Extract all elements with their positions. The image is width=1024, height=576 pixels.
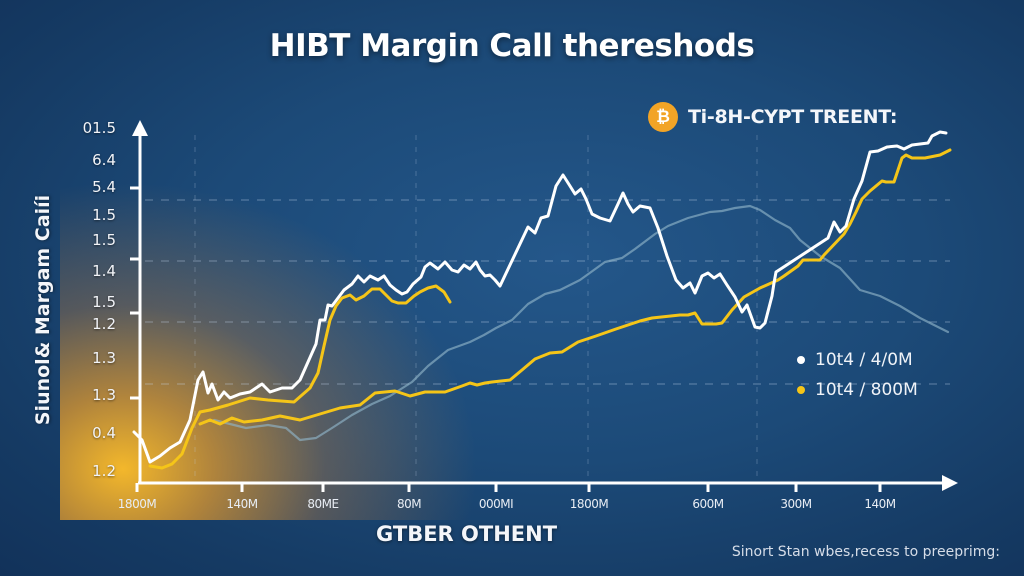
series-line (132, 130, 948, 464)
footnote: Sinort Stan wbes,recess to preeprimg: (731, 544, 1000, 560)
x-tick-label: 140M (226, 497, 258, 511)
x-tick-label: 80M (396, 497, 422, 511)
x-tick-label: 140M (864, 497, 896, 511)
legend: 10t4 / 4/0M 10t4 / 800M (797, 345, 918, 405)
y-tick-label: 1.5 (92, 231, 116, 249)
y-axis-arrow-icon (132, 120, 148, 136)
y-tick-label: 1.3 (92, 386, 116, 404)
chart-title: HIBT Margin Call thereshods (269, 28, 755, 64)
legend-dot-white-icon (797, 356, 805, 364)
series-line (148, 284, 452, 470)
legend-item-yellow: 10t4 / 800M (797, 375, 918, 405)
y-tick-label: 01.5 (82, 119, 116, 137)
y-axis-label: Siunol& Margam Caiíi (32, 194, 54, 426)
y-tick-label: 1.2 (92, 462, 116, 480)
legend-label: 10t4 / 4/0M (815, 350, 913, 370)
x-axis-arrow-icon (942, 475, 958, 491)
legend-item-white: 10t4 / 4/0M (797, 345, 918, 375)
y-tick-label: 1.5 (92, 293, 116, 311)
y-tick-label: 1.2 (92, 315, 116, 333)
legend-label: 10t4 / 800M (815, 380, 918, 400)
axes (130, 120, 958, 492)
series-line (198, 148, 952, 426)
chart-subtitle: ₿ Ti-8H-CYPT TREENT: (648, 102, 897, 132)
x-tick-label: 300M (780, 497, 812, 511)
series-line (212, 204, 950, 442)
x-tick-label: 000MI (478, 497, 514, 511)
x-tick-label: 1800M (569, 497, 609, 511)
subtitle-text: Ti-8H-CYPT TREENT: (688, 106, 898, 128)
y-tick-label: 1.5 (92, 206, 116, 224)
y-tick-label: 1.3 (92, 349, 116, 367)
y-tick-label: 0.4 (92, 424, 116, 442)
series-lines (132, 130, 952, 470)
y-tick-label: 6.4 (92, 151, 116, 169)
bitcoin-icon: ₿ (648, 102, 678, 132)
gridlines (145, 135, 950, 480)
y-tick-label: 1.4 (92, 262, 116, 280)
x-axis-label: GTBER OTHENT (376, 522, 558, 546)
x-tick-label: 1800M (117, 497, 157, 511)
legend-dot-yellow-icon (797, 386, 805, 394)
y-tick-label: 5.4 (92, 178, 116, 196)
x-tick-label: 600M (692, 497, 724, 511)
x-tick-label: 80ME (307, 497, 339, 511)
